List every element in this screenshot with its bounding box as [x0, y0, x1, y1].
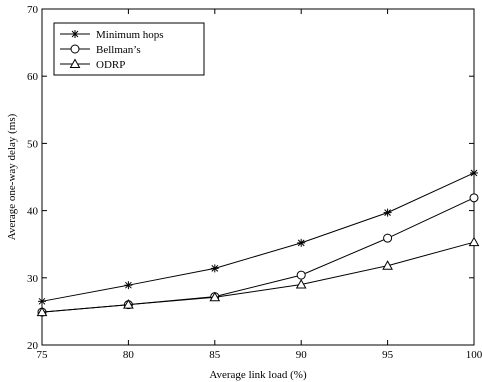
data-point — [296, 270, 306, 280]
series-layer — [36, 168, 480, 317]
y-tick-label: 70 — [27, 4, 39, 16]
y-tick-label: 20 — [27, 340, 39, 352]
data-point — [123, 299, 134, 309]
x-tick-label: 90 — [296, 349, 308, 361]
y-tick-label: 60 — [27, 71, 39, 83]
plot-frame — [41, 8, 475, 346]
data-point — [383, 208, 392, 217]
legend-entry: ODRP — [60, 58, 125, 71]
y-axis-label: Average one-way delay (ms) — [6, 113, 18, 240]
data-point — [38, 297, 46, 306]
data-point — [468, 236, 480, 247]
x-tick-label: 85 — [209, 349, 221, 361]
series-line — [41, 197, 475, 313]
y-tick-label: 40 — [27, 206, 39, 218]
y-tick-label: 30 — [27, 273, 39, 285]
data-point — [297, 238, 306, 247]
legend-label: Minimum hops — [96, 29, 164, 41]
data-point — [383, 233, 393, 243]
legend-entry: Minimum hops — [60, 29, 164, 41]
series-line — [41, 172, 475, 302]
x-tick-label: 100 — [466, 349, 482, 361]
series-circle — [37, 193, 479, 317]
data-point — [382, 260, 393, 270]
y-tick-label: 50 — [27, 138, 39, 150]
legend-label: ODRP — [96, 59, 125, 71]
legend-label: Bellman’s — [96, 44, 141, 56]
legend-marker — [71, 30, 79, 38]
data-point — [210, 264, 219, 273]
legend-marker — [69, 58, 81, 68]
data-point — [124, 281, 133, 290]
series-star — [38, 168, 478, 306]
series-triangle — [36, 236, 480, 317]
data-point — [209, 291, 221, 302]
x-tick-label: 80 — [123, 349, 135, 361]
data-point — [470, 168, 478, 177]
x-axis-label: Average link load (%) — [209, 369, 307, 381]
x-tick-label: 75 — [37, 349, 49, 361]
legend-marker — [70, 44, 80, 54]
data-point — [469, 193, 479, 203]
legend-entry: Bellman’s — [60, 44, 141, 56]
legend: Minimum hops Bellman’s ODRP — [53, 22, 205, 76]
series-line — [41, 241, 475, 313]
axis-ticks: 75 80 85 90 95 100 20 30 40 50 60 70 — [27, 4, 482, 361]
data-point — [36, 306, 48, 317]
data-point — [295, 279, 307, 289]
x-tick-label: 95 — [382, 349, 394, 361]
